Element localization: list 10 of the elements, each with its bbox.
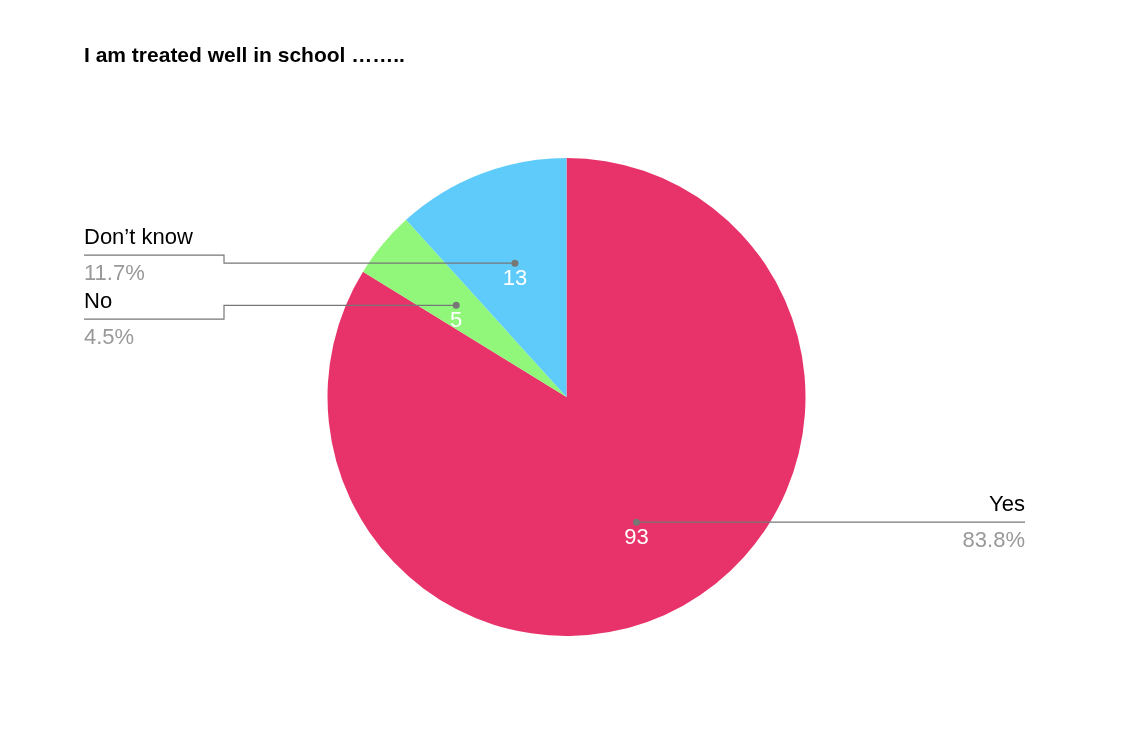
chart-title: I am treated well in school …….. — [84, 43, 405, 67]
data-label: 5 — [450, 307, 463, 333]
slice-label: Don’t know — [84, 224, 193, 250]
text: 83.8% — [962, 527, 1025, 553]
text: 11.7% — [84, 260, 145, 286]
text: 4.5% — [84, 324, 135, 350]
slice-label: Yes — [989, 491, 1025, 517]
data-label: 93 — [624, 524, 649, 550]
slice-label: No — [84, 288, 113, 314]
data-label: 13 — [502, 265, 528, 291]
